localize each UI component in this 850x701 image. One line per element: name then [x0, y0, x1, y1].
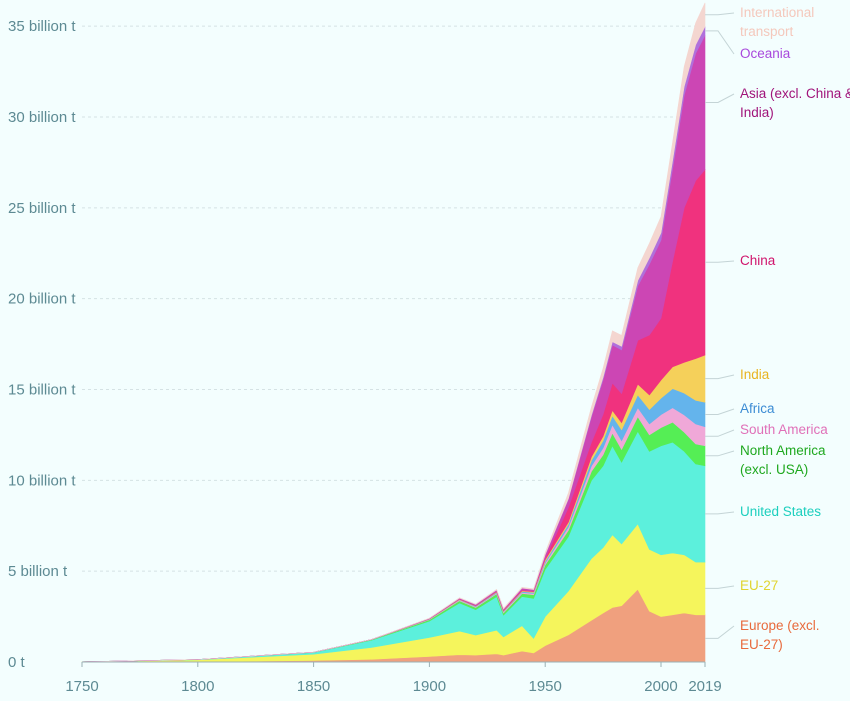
legend-label-oceania: Oceania — [740, 46, 791, 61]
legend-label-international-transport: transport — [740, 24, 794, 39]
y-tick-label: 5 billion t — [8, 563, 68, 580]
x-tick-label: 1800 — [181, 678, 214, 695]
y-tick-label: 30 billion t — [8, 109, 76, 126]
legend-connector — [705, 408, 735, 415]
legend-connector — [705, 450, 735, 457]
legend: International transport Oceania Asia (excl.… — [705, 5, 850, 652]
x-tick-label: 2019 — [688, 678, 721, 695]
legend-label-asia-excl-china-india: India) — [740, 105, 774, 120]
legend-connector — [705, 585, 735, 589]
grid-lines — [82, 25, 705, 572]
legend-label-europe-excl-eu-27: Europe (excl. — [740, 618, 820, 633]
stacked-areas — [81, 2, 706, 663]
legend-connector — [705, 511, 735, 515]
legend-label-africa: Africa — [740, 401, 775, 416]
x-tick-label: 1750 — [65, 678, 98, 695]
legend-connector — [705, 260, 735, 263]
legend-connector — [705, 429, 735, 437]
y-tick-label: 25 billion t — [8, 200, 76, 217]
x-tick-label: 1850 — [297, 678, 330, 695]
legend-label-asia-excl-china-india: Asia (excl. China & — [740, 86, 850, 101]
legend-connector — [705, 625, 735, 639]
y-axis: 0 t 5 billion t 10 billion t 15 billion t 20… — [8, 18, 76, 671]
legend-connector — [705, 12, 735, 16]
legend-label-eu-27: EU-27 — [740, 578, 778, 593]
legend-connector — [705, 93, 735, 103]
legend-label-south-america: South America — [740, 422, 828, 437]
x-tick-label: 2000 — [644, 678, 677, 695]
y-tick-label: 35 billion t — [8, 18, 76, 35]
x-tick-label: 1950 — [529, 678, 562, 695]
legend-connector — [705, 374, 735, 380]
x-axis: 1750 1800 1850 1900 1950 2000 2019 — [65, 661, 722, 695]
legend-label-china: China — [740, 253, 776, 268]
legend-label-europe-excl-eu-27: EU-27) — [740, 637, 783, 652]
y-tick-label: 15 billion t — [8, 382, 76, 399]
y-tick-label: 10 billion t — [8, 472, 76, 489]
legend-label-united-states: United States — [740, 504, 821, 519]
legend-label-north-america-excl-usa: North America — [740, 443, 826, 458]
legend-label-north-america-excl-usa: (excl. USA) — [740, 462, 808, 477]
legend-label-international-transport: International — [740, 5, 814, 20]
y-tick-label: 20 billion t — [8, 291, 76, 308]
x-tick-label: 1900 — [413, 678, 446, 695]
legend-label-india: India — [740, 367, 770, 382]
legend-connector — [705, 30, 735, 55]
y-tick-label: 0 t — [8, 654, 26, 671]
